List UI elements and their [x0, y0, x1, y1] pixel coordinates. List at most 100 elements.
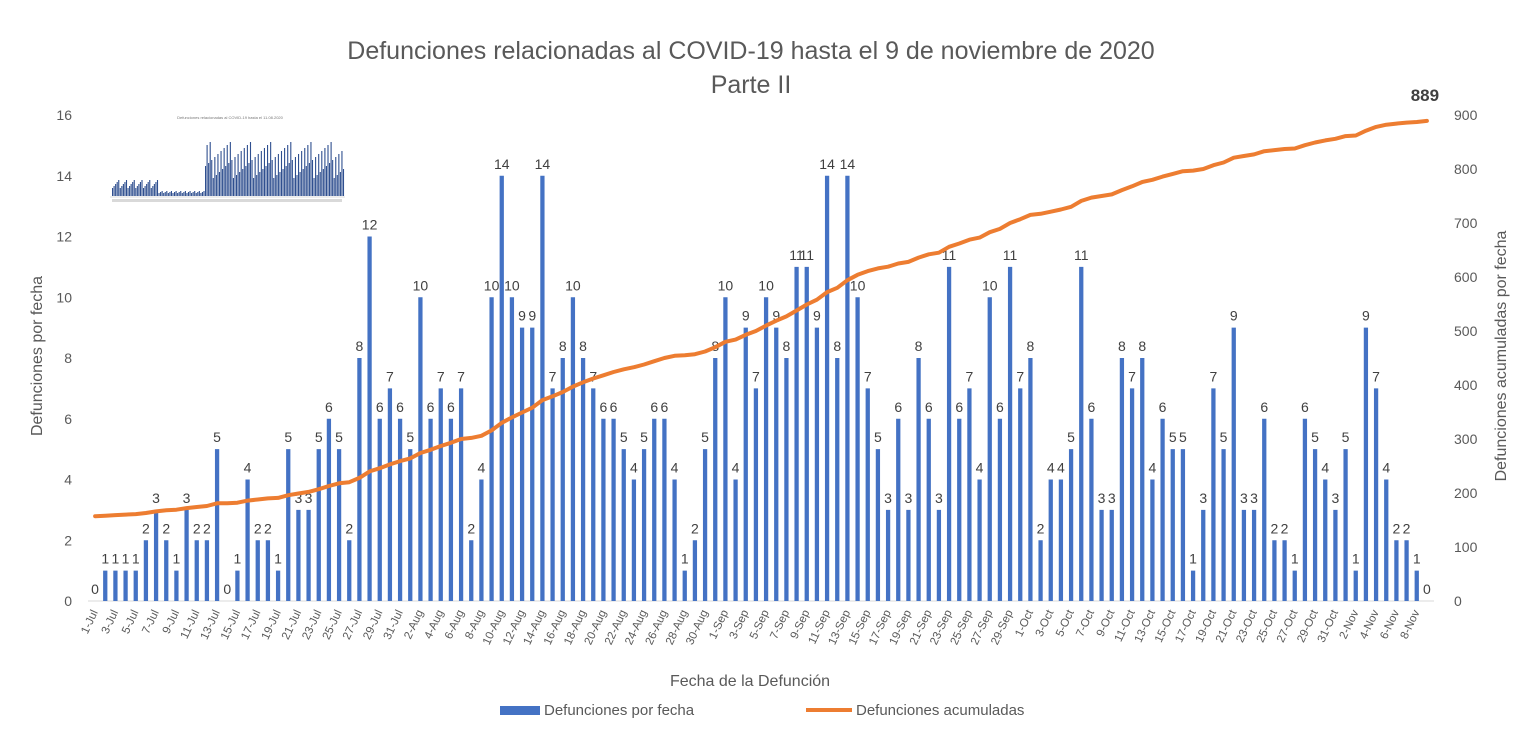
x-axis-title: Fecha de la Defunción [670, 673, 830, 690]
bar [164, 540, 169, 601]
inset-bar [245, 166, 247, 196]
inset-bar [226, 145, 228, 196]
bar [926, 418, 931, 601]
bar-data-label: 6 [1088, 399, 1096, 415]
inset-bar [296, 175, 298, 196]
inset-bar [201, 192, 203, 196]
inset-thumbnail: Defunciones relacionadas al COVID-19 has… [102, 112, 352, 212]
bar [824, 175, 830, 601]
bar-data-label: 7 [1372, 368, 1380, 384]
bar-data-label: 9 [1230, 308, 1238, 324]
bar-data-label: 6 [996, 399, 1004, 415]
bar [1079, 266, 1084, 601]
bar-data-label: 14 [840, 156, 856, 172]
inset-bar [325, 166, 327, 196]
bar-data-label: 10 [758, 277, 774, 293]
inset-bar [187, 192, 190, 196]
bar [133, 570, 138, 601]
y-tick-label: 16 [56, 107, 72, 123]
bar [1190, 570, 1196, 601]
bar-data-label: 6 [1159, 399, 1167, 415]
bar [1282, 540, 1287, 601]
bar [184, 509, 189, 601]
bar [479, 479, 484, 601]
bar-data-label: 2 [142, 520, 150, 536]
inset-bar [265, 166, 267, 196]
bar [1231, 327, 1236, 601]
bar-data-label: 1 [1352, 551, 1360, 567]
inset-bar [276, 175, 278, 196]
inset-bar [338, 154, 340, 196]
bar-data-label: 3 [1240, 490, 1248, 506]
bar [845, 175, 850, 601]
bar [997, 418, 1003, 601]
inset-bar [284, 148, 286, 196]
inset-bar [129, 186, 131, 196]
inset-bar [288, 163, 290, 196]
inset-bar [240, 151, 242, 196]
inset-bar [149, 180, 151, 196]
inset-bar [189, 191, 191, 196]
bar [692, 540, 698, 601]
inset-bar [318, 154, 320, 196]
inset-bar [223, 148, 225, 196]
y-axis-right: 0 100 200 300 400 500 600 700 800 900 [1454, 107, 1478, 609]
inset-bar [133, 180, 135, 196]
x-axis-ticks: 1-Jul3-Jul5-Jul7-Jul9-Jul11-Jul13-Jul15-… [79, 607, 1422, 646]
bar [977, 479, 982, 601]
bar [1384, 479, 1389, 601]
inset-bar [259, 172, 261, 196]
inset-bar [229, 142, 231, 196]
bar [1272, 540, 1277, 601]
inset-bar [175, 191, 177, 196]
bar [153, 509, 159, 601]
bar [550, 388, 555, 601]
bar [255, 540, 260, 601]
inset-bar [156, 180, 159, 196]
bar [774, 327, 779, 601]
inset-bar [293, 178, 295, 196]
bar [458, 388, 464, 601]
bar-data-label: 1 [234, 551, 242, 567]
inset-bar [231, 160, 233, 196]
inset-bar [228, 163, 230, 196]
inset-bar [237, 154, 239, 196]
bar [967, 388, 972, 601]
bar [235, 570, 240, 601]
bar-data-label: 4 [244, 460, 252, 476]
bar-data-label: 7 [864, 368, 872, 384]
inset-bar [335, 157, 337, 196]
bar-data-label: 3 [1250, 490, 1258, 506]
legend-label-bars: Defunciones por fecha [544, 702, 695, 719]
inset-bar [319, 172, 321, 196]
bar-data-label: 0 [223, 581, 231, 597]
bar-data-label: 10 [484, 277, 500, 293]
bar [1109, 509, 1114, 601]
bar [1211, 388, 1216, 601]
bar [123, 570, 128, 601]
inset-bar [302, 169, 304, 196]
bar-data-label: 2 [1281, 520, 1289, 536]
bar [194, 540, 199, 601]
bar-data-label: 1 [1413, 551, 1421, 567]
y-tick-label: 2 [64, 532, 72, 548]
inset-bar [124, 182, 126, 196]
bar-data-label: 9 [813, 308, 821, 324]
inset-bar [183, 192, 185, 196]
final-cumulative-label: 889 [1411, 86, 1439, 105]
bar-data-label: 12 [362, 217, 378, 233]
inset-bar [144, 186, 146, 196]
bar [1180, 449, 1186, 601]
inset-bar [222, 169, 224, 196]
bar [591, 388, 596, 601]
inset-bar [262, 169, 264, 196]
bar [987, 297, 992, 601]
bar-data-label: 0 [1423, 581, 1431, 597]
inset-bar [113, 186, 115, 196]
inset-bar [152, 186, 154, 196]
bar [418, 297, 423, 601]
inset-bar [112, 188, 114, 196]
inset-bar [170, 191, 172, 196]
inset-bar [246, 145, 248, 196]
bar-data-label: 5 [640, 429, 648, 445]
